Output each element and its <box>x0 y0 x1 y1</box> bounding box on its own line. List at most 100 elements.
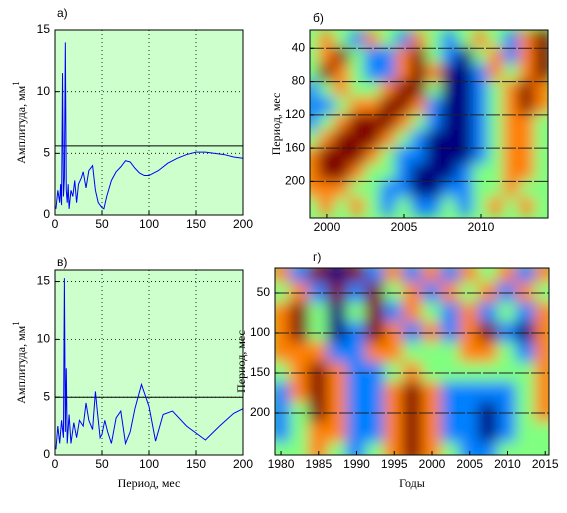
y-tick-label: 50 <box>257 285 271 299</box>
heatmap-cell <box>379 163 398 183</box>
heatmap-cell <box>441 113 459 133</box>
panel: 0 50 100 150 200 0 5 10 15 а) Амплитуда, мм1 <box>11 6 253 231</box>
heatmap-cell <box>472 97 490 116</box>
heatmap-cell <box>456 180 475 200</box>
heatmap-cell <box>421 442 443 455</box>
heatmap-cell <box>518 130 536 150</box>
heatmap-cell <box>440 268 462 284</box>
heatmap-cell <box>441 97 459 116</box>
heatmap-cell <box>364 80 382 100</box>
heatmap-cell <box>275 342 292 364</box>
heatmap-cell <box>395 97 413 116</box>
heatmap-cell <box>440 302 462 324</box>
x-tick-label: 0 <box>52 457 59 471</box>
heatmap-cell <box>410 113 429 133</box>
heatmap-cell <box>518 97 536 116</box>
heatmap-cell <box>497 442 518 455</box>
heatmap-cell <box>487 180 506 200</box>
heatmap-cell <box>383 302 405 324</box>
heatmap-cell <box>379 147 398 166</box>
heatmap-cell <box>318 197 336 216</box>
heatmap-cell <box>310 80 321 100</box>
heatmap-cell <box>289 342 311 364</box>
heatmap-cell <box>333 147 352 166</box>
heatmap-cell <box>402 422 424 444</box>
y-tick-label: 5 <box>43 146 50 160</box>
heatmap-cell <box>472 80 490 100</box>
heatmap-cell <box>515 268 537 284</box>
heatmap-cell <box>456 63 475 83</box>
heatmap-cell <box>333 80 352 100</box>
heatmap-cell <box>518 163 536 183</box>
heatmap-cell <box>472 147 490 166</box>
heatmap-cell <box>421 342 443 364</box>
heatmap-cell <box>310 63 321 83</box>
heatmap-cell <box>310 197 321 216</box>
y-axis-label-sup: 1 <box>11 81 21 86</box>
heatmap-cell <box>308 422 330 444</box>
heatmap-cell <box>275 442 292 455</box>
x-tick-label: 150 <box>186 217 206 231</box>
heatmap-cell <box>533 147 548 166</box>
panel-label: в) <box>57 255 67 269</box>
heatmap-cell <box>395 30 413 50</box>
heatmap-cell <box>402 442 424 455</box>
heatmap-cell <box>349 130 367 150</box>
heatmap-cell <box>289 382 311 404</box>
heatmap-cell <box>395 63 413 83</box>
heatmap-cell <box>456 80 475 100</box>
heatmap-cell <box>518 113 536 133</box>
heatmap-cell <box>349 80 367 100</box>
heatmap-cell <box>456 113 475 133</box>
x-tick-label: 2010 <box>468 220 495 234</box>
y-axis-label-sup: 1 <box>11 321 21 326</box>
heatmap-cell <box>472 47 490 66</box>
heatmap-cell <box>503 113 521 133</box>
x-tick-label: 200 <box>233 457 253 471</box>
heatmap-cell <box>383 442 405 455</box>
y-axis-label: Амплитуда, мм1 <box>11 321 28 404</box>
heatmap-cell <box>395 130 413 150</box>
heatmap-cell <box>515 382 537 404</box>
heatmap-cell <box>426 180 444 200</box>
heatmap-cell <box>349 180 367 200</box>
panel: 2000 2005 2010 40 80 120 160 200 б) Период, мес <box>269 11 549 234</box>
heatmap-cell <box>327 422 349 444</box>
heatmap-cell <box>327 442 349 455</box>
heatmap <box>275 268 549 455</box>
heatmap-cell <box>421 422 443 444</box>
heatmap-cell <box>487 113 506 133</box>
heatmap-cell <box>487 63 506 83</box>
heatmap-cell <box>518 197 536 216</box>
heatmap-cell <box>534 302 549 324</box>
x-tick-label: 2005 <box>391 220 418 234</box>
heatmap-cell <box>478 302 500 324</box>
heatmap-cell <box>318 30 336 50</box>
heatmap-cell <box>503 147 521 166</box>
heatmap-cell <box>333 63 352 83</box>
heatmap-cell <box>310 97 321 116</box>
y-tick-label: 150 <box>250 365 270 379</box>
spectrum-line <box>55 42 243 210</box>
heatmap-cell <box>364 442 386 455</box>
heatmap-cell <box>426 147 444 166</box>
heatmap-cell <box>533 130 548 150</box>
y-tick-label: 120 <box>285 107 305 121</box>
heatmap-cell <box>310 30 321 50</box>
heatmap-cell <box>534 382 549 404</box>
heatmap-cell <box>349 163 367 183</box>
heatmap-cell <box>349 63 367 83</box>
heatmap-cell <box>459 302 481 324</box>
heatmap-cell <box>472 163 490 183</box>
heatmap-cell <box>426 30 444 50</box>
heatmap-cell <box>289 422 311 444</box>
heatmap-cell <box>349 47 367 66</box>
heatmap-cell <box>333 197 352 216</box>
heatmap-cell <box>497 268 518 284</box>
heatmap-cell <box>333 163 352 183</box>
x-tick-label: 100 <box>139 457 159 471</box>
heatmap-cell <box>318 80 336 100</box>
heatmap-cell <box>478 342 500 364</box>
heatmap-cell <box>487 147 506 166</box>
